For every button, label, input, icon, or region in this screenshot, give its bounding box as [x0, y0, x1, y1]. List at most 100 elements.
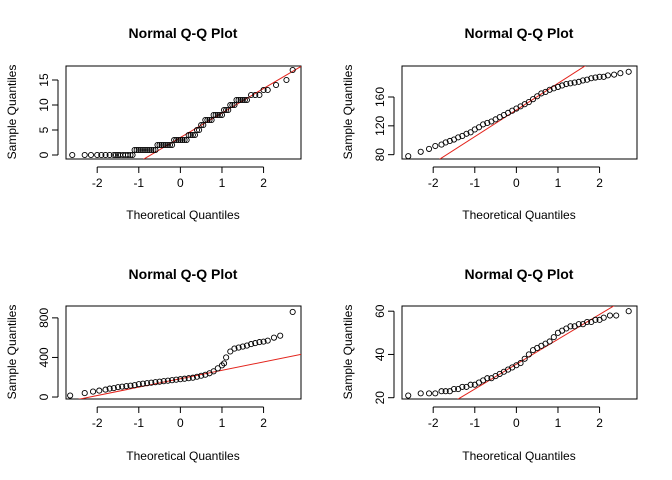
y-tick-label: 60	[373, 304, 387, 318]
qq-point	[98, 151, 105, 159]
qq-point	[432, 142, 439, 150]
qq-point	[256, 91, 263, 99]
y-tick-label: 5	[37, 126, 51, 133]
qq-point	[484, 375, 491, 382]
qq-point	[248, 341, 255, 348]
qq-point	[525, 351, 532, 358]
panel-title: Normal Q-Q Plot	[129, 266, 238, 282]
qq-point	[575, 321, 582, 328]
qq-point	[231, 101, 238, 109]
qq-point	[96, 387, 103, 394]
qq-point	[137, 146, 144, 154]
qq-point	[144, 146, 151, 154]
x-tick-label: 0	[513, 416, 520, 430]
qq-point	[225, 106, 232, 114]
qq-point	[550, 85, 557, 92]
qq-point	[106, 151, 113, 159]
y-axis-label: Sample Quantiles	[341, 305, 355, 400]
qq-point	[87, 151, 95, 159]
qq-point	[256, 339, 263, 346]
qq-point	[208, 116, 215, 124]
qq-point	[210, 111, 217, 119]
qq-point	[223, 354, 230, 361]
qq-reference-line	[77, 353, 301, 399]
qq-panel-2: Normal Q-Q Plot Theoretical Quantiles Sa…	[341, 25, 638, 222]
qq-point	[102, 151, 109, 159]
x-axis-label: Theoretical Quantiles	[126, 208, 239, 222]
qq-reference-line	[142, 66, 301, 159]
x-axis-label: Theoretical Quantiles	[126, 449, 239, 463]
x-tick-label: 2	[596, 416, 603, 430]
qq-point	[480, 121, 487, 128]
qq-point	[150, 146, 157, 154]
x-tick-label: 2	[596, 176, 603, 190]
plot-frame	[401, 65, 638, 160]
qq-point	[131, 382, 138, 389]
qq-point	[579, 77, 586, 84]
qq-point	[277, 332, 284, 339]
qq-point	[173, 376, 180, 383]
qq-point	[106, 385, 113, 392]
qq-point	[81, 151, 88, 159]
qq-point	[417, 148, 424, 155]
qq-point	[218, 111, 226, 119]
qq-point	[216, 111, 223, 119]
qq-point	[124, 151, 132, 159]
plot-frame	[65, 305, 302, 400]
x-tick-label: 1	[219, 416, 226, 430]
qq-point	[185, 375, 192, 382]
qq-point	[450, 386, 458, 393]
y-tick-label: 80	[373, 148, 387, 162]
qq-point	[160, 378, 167, 385]
qq-point	[559, 82, 566, 89]
x-tick-label: 0	[513, 176, 520, 190]
qq-point	[592, 74, 599, 81]
qq-point	[289, 308, 296, 315]
plot-frame	[65, 65, 302, 160]
y-tick-label: 800	[37, 308, 51, 328]
qq-point	[133, 146, 140, 154]
y-tick-label: 120	[373, 116, 387, 136]
qq-point	[432, 390, 439, 397]
qq-point	[212, 111, 219, 119]
qq-point	[425, 145, 433, 152]
y-axis-label: Sample Quantiles	[341, 65, 355, 160]
x-tick-label: -1	[133, 176, 144, 190]
qq-point	[550, 334, 557, 341]
qq-point	[110, 151, 117, 159]
y-tick-label: 10	[37, 98, 51, 112]
x-tick-label: -1	[469, 416, 480, 430]
qq-point	[252, 91, 259, 99]
qq-point	[517, 360, 524, 367]
qq-point	[264, 86, 271, 94]
qq-point	[604, 72, 611, 79]
qq-point	[214, 365, 221, 372]
y-tick-label: 0	[37, 393, 51, 400]
qq-point	[459, 383, 466, 390]
y-tick-label: 0	[37, 151, 51, 158]
qq-point	[425, 390, 433, 397]
qq-point	[625, 68, 632, 75]
qq-point	[169, 141, 176, 149]
qq-point	[231, 345, 238, 352]
x-tick-label: -1	[469, 176, 480, 190]
qq-point	[260, 86, 267, 94]
qq-point	[584, 318, 591, 326]
x-tick-label: 1	[555, 176, 562, 190]
x-tick-label: 2	[260, 176, 267, 190]
x-tick-label: -2	[428, 416, 439, 430]
qq-point	[156, 378, 163, 385]
qq-point	[235, 96, 242, 104]
qq-point	[200, 121, 207, 129]
y-tick-label: 15	[37, 73, 51, 87]
qq-point	[81, 390, 88, 397]
qq-point	[484, 119, 491, 127]
qq-point	[148, 379, 155, 386]
qq-point	[611, 71, 618, 78]
qq-point	[189, 374, 196, 381]
qq-point	[135, 381, 142, 388]
qq-point	[131, 146, 138, 154]
qq-point	[600, 314, 607, 321]
qq-point	[534, 93, 541, 100]
